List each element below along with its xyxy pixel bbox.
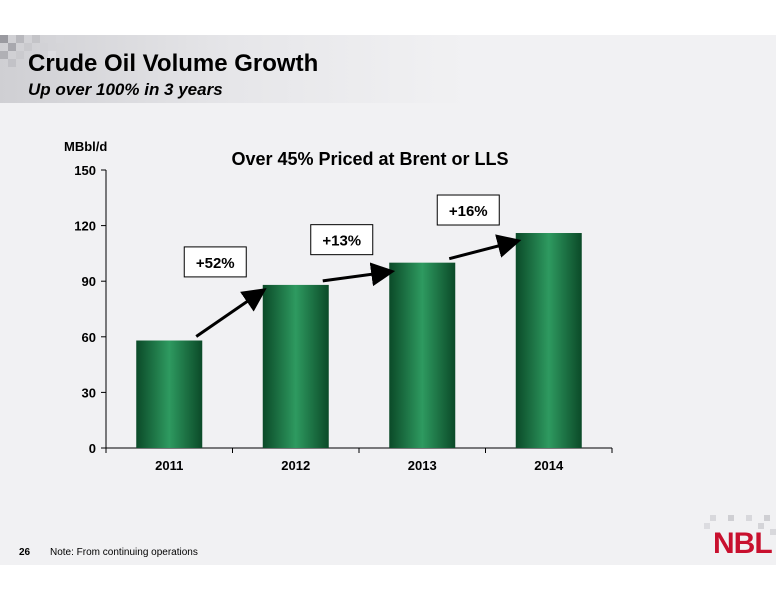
bar: [262, 284, 329, 448]
y-tick-label: 90: [82, 274, 96, 289]
growth-arrow: [448, 234, 522, 261]
y-tick-label: 150: [74, 163, 96, 178]
y-tick-label: 120: [74, 219, 96, 234]
growth-callout-label: +13%: [322, 233, 361, 250]
slide: Crude Oil Volume Growth Up over 100% in …: [0, 35, 776, 565]
growth-callout-label: +52%: [196, 255, 235, 272]
growth-callout-box: [310, 224, 374, 256]
x-tick-label: 2011: [155, 458, 183, 473]
growth-arrow: [322, 262, 396, 287]
bar: [136, 340, 203, 448]
page-number: 26: [19, 547, 31, 558]
page-subtitle: Up over 100% in 3 years: [28, 80, 223, 99]
x-tick-label: 2012: [281, 458, 310, 473]
page-title: Crude Oil Volume Growth: [28, 50, 319, 77]
y-tick-label: 0: [89, 441, 96, 456]
growth-arrow: [195, 288, 267, 338]
growth-callout-box: [183, 246, 247, 278]
company-logo: NBL: [713, 527, 773, 560]
logo-pixel-pattern: [704, 515, 776, 535]
chart-title: Over 45% Priced at Brent or LLS: [231, 149, 509, 169]
x-tick-label: 2014: [534, 458, 564, 473]
footnote: Note: From continuing operations: [50, 547, 198, 558]
y-tick-label: 30: [82, 385, 96, 400]
bar: [515, 233, 582, 448]
bar: [389, 262, 456, 448]
header-band: [0, 35, 776, 103]
y-tick-label: 60: [82, 330, 96, 345]
decorative-pixel-pattern: [0, 35, 64, 67]
y-axis-label: MBbl/d: [64, 139, 108, 154]
growth-callout-label: +16%: [449, 203, 488, 220]
x-tick-label: 2013: [408, 458, 437, 473]
growth-callout-box: [436, 194, 500, 226]
